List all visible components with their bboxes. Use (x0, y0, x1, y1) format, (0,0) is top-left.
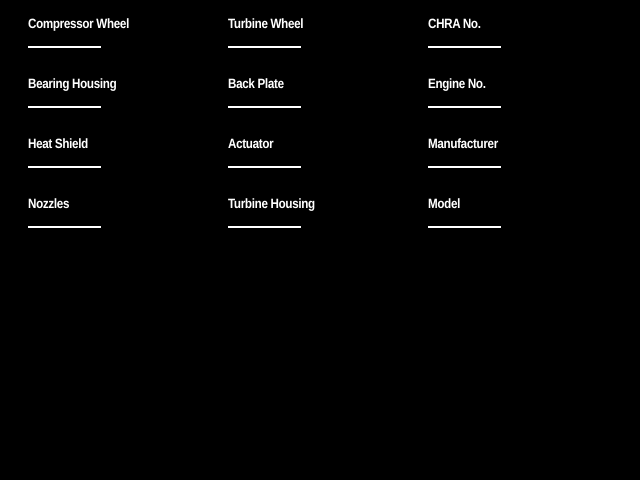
field-actuator[interactable]: Actuator (228, 136, 301, 196)
field-value[interactable] (429, 91, 500, 105)
field-label: Actuator (228, 136, 274, 151)
field-engine-no[interactable]: Engine No. (428, 76, 501, 136)
field-label: Turbine Wheel (228, 16, 304, 31)
field-value[interactable] (229, 91, 300, 105)
field-value[interactable] (429, 151, 500, 165)
field-manufacturer[interactable]: Manufacturer (428, 136, 501, 196)
field-value[interactable] (29, 31, 100, 45)
field-underline (28, 166, 101, 168)
field-value[interactable] (29, 211, 100, 225)
field-value[interactable] (429, 31, 500, 45)
field-label: Nozzles (28, 196, 70, 211)
field-label: Manufacturer (428, 136, 498, 151)
field-label: Engine No. (428, 76, 486, 91)
field-chra-no[interactable]: CHRA No. (428, 16, 501, 76)
field-value[interactable] (429, 211, 500, 225)
field-label: CHRA No. (428, 16, 481, 31)
field-underline (228, 46, 301, 48)
field-value[interactable] (29, 151, 100, 165)
field-label: Back Plate (228, 76, 284, 91)
field-underline (28, 46, 101, 48)
field-label: Model (428, 196, 461, 211)
field-underline (428, 106, 501, 108)
field-value[interactable] (29, 91, 100, 105)
field-label: Turbine Housing (228, 196, 315, 211)
field-turbine-wheel[interactable]: Turbine Wheel (228, 16, 304, 76)
field-underline (228, 226, 301, 228)
field-compressor-wheel[interactable]: Compressor Wheel (28, 16, 129, 76)
field-underline (428, 46, 501, 48)
field-value[interactable] (229, 211, 300, 225)
field-label: Heat Shield (28, 136, 88, 151)
field-bearing-housing[interactable]: Bearing Housing (28, 76, 117, 136)
field-underline (428, 166, 501, 168)
field-underline (28, 106, 101, 108)
field-nozzles[interactable]: Nozzles (28, 196, 101, 256)
field-underline (228, 106, 301, 108)
field-label: Bearing Housing (28, 76, 117, 91)
spec-field-grid: Compressor Wheel Turbine Wheel CHRA No. … (28, 16, 612, 256)
field-underline (228, 166, 301, 168)
field-turbine-housing[interactable]: Turbine Housing (228, 196, 315, 256)
empty-lower-region (0, 250, 640, 480)
field-model[interactable]: Model (428, 196, 501, 256)
field-underline (428, 226, 501, 228)
field-value[interactable] (229, 151, 300, 165)
field-underline (28, 226, 101, 228)
field-heat-shield[interactable]: Heat Shield (28, 136, 101, 196)
field-back-plate[interactable]: Back Plate (228, 76, 301, 136)
field-label: Compressor Wheel (28, 16, 129, 31)
field-value[interactable] (229, 31, 300, 45)
